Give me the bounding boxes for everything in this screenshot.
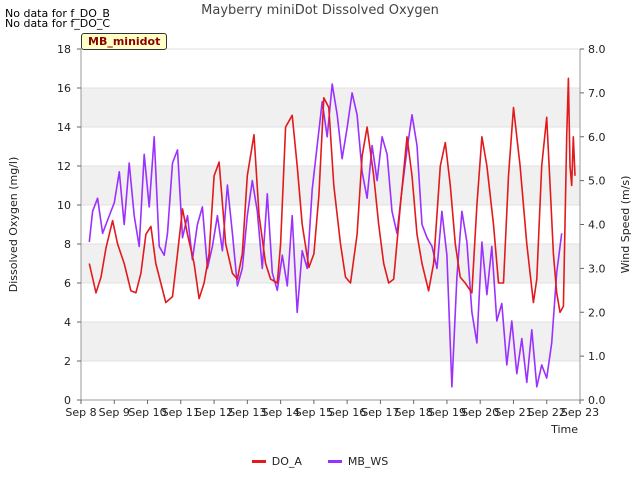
legend-item-do-a[interactable]: DO_A xyxy=(251,455,302,468)
x-tick-label: Sep 19 xyxy=(428,406,466,419)
grid-band xyxy=(81,166,580,205)
y-left-tick-label: 6 xyxy=(64,277,71,290)
y-left-tick-label: 4 xyxy=(64,316,71,329)
chart-title: Mayberry miniDot Dissolved Oxygen xyxy=(201,3,439,18)
y-right-tick-label: 4.0 xyxy=(588,219,606,232)
legend-label-do-a: DO_A xyxy=(271,455,302,468)
x-axis-label: Time xyxy=(550,423,578,436)
y-axis-left-label: Dissolved Oxygen (mg/l) xyxy=(7,157,20,292)
series-line-mb-ws xyxy=(88,83,563,388)
y-right-tick-label: 5.0 xyxy=(588,175,606,188)
y-left-tick-label: 8 xyxy=(64,238,71,251)
legend-label-mb-ws: MB_WS xyxy=(347,455,389,468)
x-tick-label: Sep 17 xyxy=(361,406,399,419)
x-tick-label: Sep 11 xyxy=(162,406,200,419)
x-tick-label: Sep 18 xyxy=(395,406,433,419)
x-tick-label: Sep 23 xyxy=(561,406,599,419)
y-right-tick-label: 1.0 xyxy=(588,350,606,363)
x-tick-label: Sep 16 xyxy=(328,406,366,419)
y-left-tick-label: 18 xyxy=(57,43,71,56)
x-tick-label: Sep 8 xyxy=(65,406,96,419)
y-left-tick-label: 14 xyxy=(57,121,71,134)
x-tick-label: Sep 9 xyxy=(99,406,130,419)
legend-swatch-mb-ws xyxy=(327,460,342,463)
y-left-tick-label: 12 xyxy=(57,160,71,173)
x-tick-label: Sep 22 xyxy=(528,406,566,419)
legend: DO_A MB_WS xyxy=(0,455,640,468)
y-right-tick-label: 3.0 xyxy=(588,262,606,275)
series-line-do-a xyxy=(88,77,576,314)
y-axis-right-label: Wind Speed (m/s) xyxy=(619,176,632,274)
site-badge: MB_minidot xyxy=(81,33,168,50)
x-tick-label: Sep 15 xyxy=(295,406,333,419)
x-tick-label: Sep 10 xyxy=(128,406,166,419)
no-data-note-do-b: No data for f_DO_B xyxy=(5,7,110,20)
legend-swatch-do-a xyxy=(251,460,266,463)
x-tick-label: Sep 14 xyxy=(261,406,299,419)
y-left-tick-label: 2 xyxy=(64,355,71,368)
y-left-tick-label: 16 xyxy=(57,82,71,95)
y-right-tick-label: 8.0 xyxy=(588,43,606,56)
x-tick-label: Sep 13 xyxy=(228,406,266,419)
y-right-tick-label: 7.0 xyxy=(588,87,606,100)
legend-item-mb-ws[interactable]: MB_WS xyxy=(327,455,389,468)
no-data-note-do-c: No data for f_DO_C xyxy=(5,17,111,30)
grid-band xyxy=(81,322,580,361)
y-right-tick-label: 6.0 xyxy=(588,131,606,144)
y-right-tick-label: 0.0 xyxy=(588,394,606,407)
y-left-tick-label: 0 xyxy=(64,394,71,407)
x-tick-label: Sep 12 xyxy=(195,406,233,419)
x-tick-label: Sep 21 xyxy=(494,406,532,419)
y-left-tick-label: 10 xyxy=(57,199,71,212)
y-right-tick-label: 2.0 xyxy=(588,306,606,319)
x-tick-label: Sep 20 xyxy=(461,406,499,419)
